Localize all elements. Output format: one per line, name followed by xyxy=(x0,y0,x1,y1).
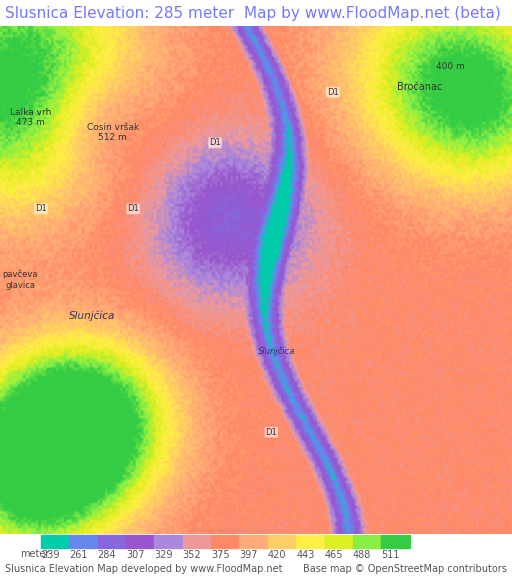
Bar xyxy=(325,535,353,548)
Bar xyxy=(98,535,126,548)
Text: 329: 329 xyxy=(155,550,173,560)
Bar xyxy=(183,535,211,548)
Bar xyxy=(296,535,325,548)
Bar xyxy=(126,535,155,548)
Text: pavčeva
glavica: pavčeva glavica xyxy=(3,270,38,290)
Text: Bročanac: Bročanac xyxy=(397,82,442,92)
Text: Base map © OpenStreetMap contributors: Base map © OpenStreetMap contributors xyxy=(303,565,507,574)
Text: Slunjčica: Slunjčica xyxy=(258,346,295,356)
Bar xyxy=(41,535,69,548)
Text: 284: 284 xyxy=(98,550,116,560)
Bar xyxy=(353,535,381,548)
Text: 239: 239 xyxy=(41,550,59,560)
Text: Slusnica Elevation: 285 meter  Map by www.FloodMap.net (beta): Slusnica Elevation: 285 meter Map by www… xyxy=(5,6,501,20)
Text: Cosin vršak
512 m: Cosin vršak 512 m xyxy=(87,123,139,143)
Text: 352: 352 xyxy=(183,550,201,560)
Text: 420: 420 xyxy=(268,550,286,560)
Text: 261: 261 xyxy=(69,550,88,560)
Bar xyxy=(211,535,240,548)
Text: 511: 511 xyxy=(381,550,400,560)
Bar xyxy=(240,535,268,548)
Text: Lalka vrh
473 m: Lalka vrh 473 m xyxy=(10,108,51,127)
Bar xyxy=(381,535,410,548)
Text: D1: D1 xyxy=(266,428,277,436)
Text: 443: 443 xyxy=(296,550,314,560)
Text: Slunjčica: Slunjčica xyxy=(69,310,115,321)
Text: D1: D1 xyxy=(35,204,47,214)
Text: D1: D1 xyxy=(209,139,221,147)
Text: D1: D1 xyxy=(127,204,139,214)
Bar xyxy=(155,535,183,548)
Text: meter: meter xyxy=(20,549,50,559)
Text: 465: 465 xyxy=(325,550,343,560)
Text: 375: 375 xyxy=(211,550,230,560)
Text: 488: 488 xyxy=(353,550,371,560)
Text: 307: 307 xyxy=(126,550,144,560)
Text: D1: D1 xyxy=(327,88,338,97)
Text: 400 m: 400 m xyxy=(436,62,465,71)
Bar xyxy=(69,535,98,548)
Text: Slusnica Elevation Map developed by www.FloodMap.net: Slusnica Elevation Map developed by www.… xyxy=(5,565,283,574)
Bar xyxy=(268,535,296,548)
Text: 397: 397 xyxy=(240,550,258,560)
